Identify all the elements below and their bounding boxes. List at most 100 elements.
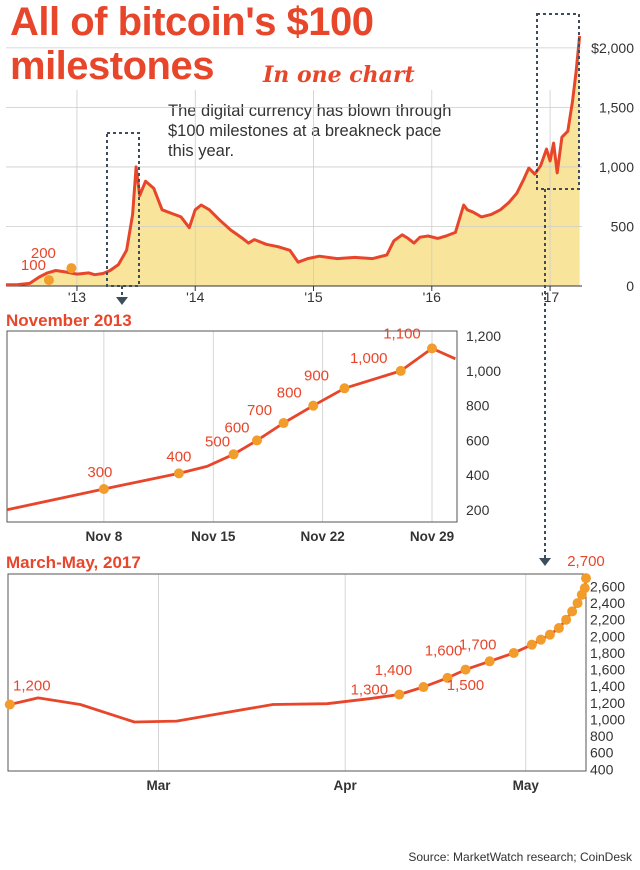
y-tick-label: 400 [466,467,490,483]
x-tick-label: '17 [541,289,559,305]
milestone-label: 100 [21,257,46,274]
x-tick-label: '16 [423,289,441,305]
milestone-marker [572,598,583,609]
y-tick-label: 1,800 [590,645,625,661]
price-line [9,578,588,724]
milestone-marker [535,634,546,645]
x-tick-label: Nov 29 [410,529,454,544]
milestone-marker [43,275,54,286]
milestone-label: 600 [224,419,249,436]
y-tick-label: 500 [611,218,635,234]
y-tick-label: 2,400 [590,595,625,611]
y-tick-label: 800 [466,398,490,414]
milestone-label: 700 [247,402,272,419]
price-line [5,35,582,287]
x-tick-label: '14 [186,289,204,305]
milestone-marker [228,449,239,460]
milestone-label: 900 [304,367,329,384]
x-tick-label: '15 [304,289,322,305]
overview-area-chart: 0 500 1,000 1,500 $2,000 '13 '14 '15 '16 '17 10020… [5,13,635,305]
source-note: Source: MarketWatch research; CoinDesk [408,850,632,864]
y-tick-label: 1,200 [466,328,501,344]
milestone-marker [66,263,77,274]
zoom-connectors [116,189,551,566]
milestone-marker [4,699,15,710]
milestone-marker [395,365,406,376]
milestone-marker [278,418,289,429]
milestone-marker [98,484,109,495]
y-tick-label: 2,600 [590,578,625,594]
y-tick-label: 800 [590,728,614,744]
plot-frame [7,573,587,772]
milestone-label: 1,500 [447,677,485,694]
x-tick-label: '13 [68,289,86,305]
november-2013-title: November 2013 [6,311,132,330]
milestone-label: 1,000 [350,350,388,367]
y-tick-label: 1,000 [590,711,625,727]
march-may-2017-title: March-May, 2017 [6,553,141,572]
y-tick-label: 1,600 [590,662,625,678]
y-tick-label: 1,400 [590,678,625,694]
chart-title: All of bitcoin's $100 milestones [10,0,374,88]
march-may-2017-chart: Mar Apr May4006008001,0001,2001,4001,6001,… [4,553,625,793]
y-tick-label: 200 [466,502,490,518]
november-2013-chart: Nov 8 Nov 15 Nov 22 Nov 29 200 400 600 800 1,000… [6,325,501,544]
title-line-1: All of bitcoin's $100 [10,0,374,44]
x-tick-label: Nov 8 [85,529,122,544]
x-tick-label: May [513,778,540,793]
y-tick-label: 1,500 [599,99,634,115]
zoom-box-spring-2017 [536,13,580,190]
milestone-marker [442,672,453,683]
milestone-marker [508,647,519,658]
title-line-2: milestones [10,44,214,88]
y-tick-label: $2,000 [591,40,634,56]
y-tick-label: 400 [590,761,614,777]
y-tick-label: 1,000 [599,159,634,175]
connector-nov-arrow [116,297,128,305]
milestone-marker [579,583,590,594]
milestone-marker [308,400,319,411]
x-tick-label: Nov 22 [300,529,344,544]
y-tick-label: 1,000 [466,363,501,379]
chart-description: The digital currency has blown through $… [168,102,452,160]
price-area-fill [6,36,580,286]
milestone-label: 1,400 [375,662,413,679]
price-line [6,347,456,512]
milestone-marker [544,629,555,640]
milestone-marker [553,623,564,634]
y-tick-label: 0 [626,278,634,294]
milestone-marker [581,573,591,584]
milestone-marker [427,343,437,354]
milestone-marker [561,614,572,625]
milestone-marker [567,606,578,617]
milestone-label: 500 [205,433,230,450]
y-tick-label: 1,200 [590,695,625,711]
y-tick-label: 600 [590,745,614,761]
plot-frame [6,330,458,523]
milestone-label: 200 [31,245,56,262]
milestone-marker [526,639,537,650]
y-tick-label: 2,000 [590,628,625,644]
milestone-marker [252,435,262,446]
x-tick-label: Nov 15 [191,529,236,544]
chart-subtitle: In one chart [263,62,415,88]
milestone-marker [484,656,495,667]
y-tick-label: 2,200 [590,612,625,628]
milestone-marker [339,383,350,394]
milestone-label: 1,300 [351,682,389,699]
milestone-label: 800 [277,385,302,402]
milestone-label: 1,600 [425,643,463,660]
milestone-marker [460,664,471,675]
milestone-label: 400 [166,448,191,465]
milestone-marker [418,682,429,693]
y-tick-label: 600 [466,432,490,448]
milestone-label: 1,200 [13,678,51,695]
x-tick-label: Apr [334,778,358,793]
milestone-marker [394,689,405,700]
milestone-label: 1,100 [383,325,421,342]
milestone-label: 1,700 [459,636,497,653]
milestone-label: 2,700 [567,553,605,570]
connector-spring-arrow [539,558,551,566]
milestone-marker [173,468,184,479]
